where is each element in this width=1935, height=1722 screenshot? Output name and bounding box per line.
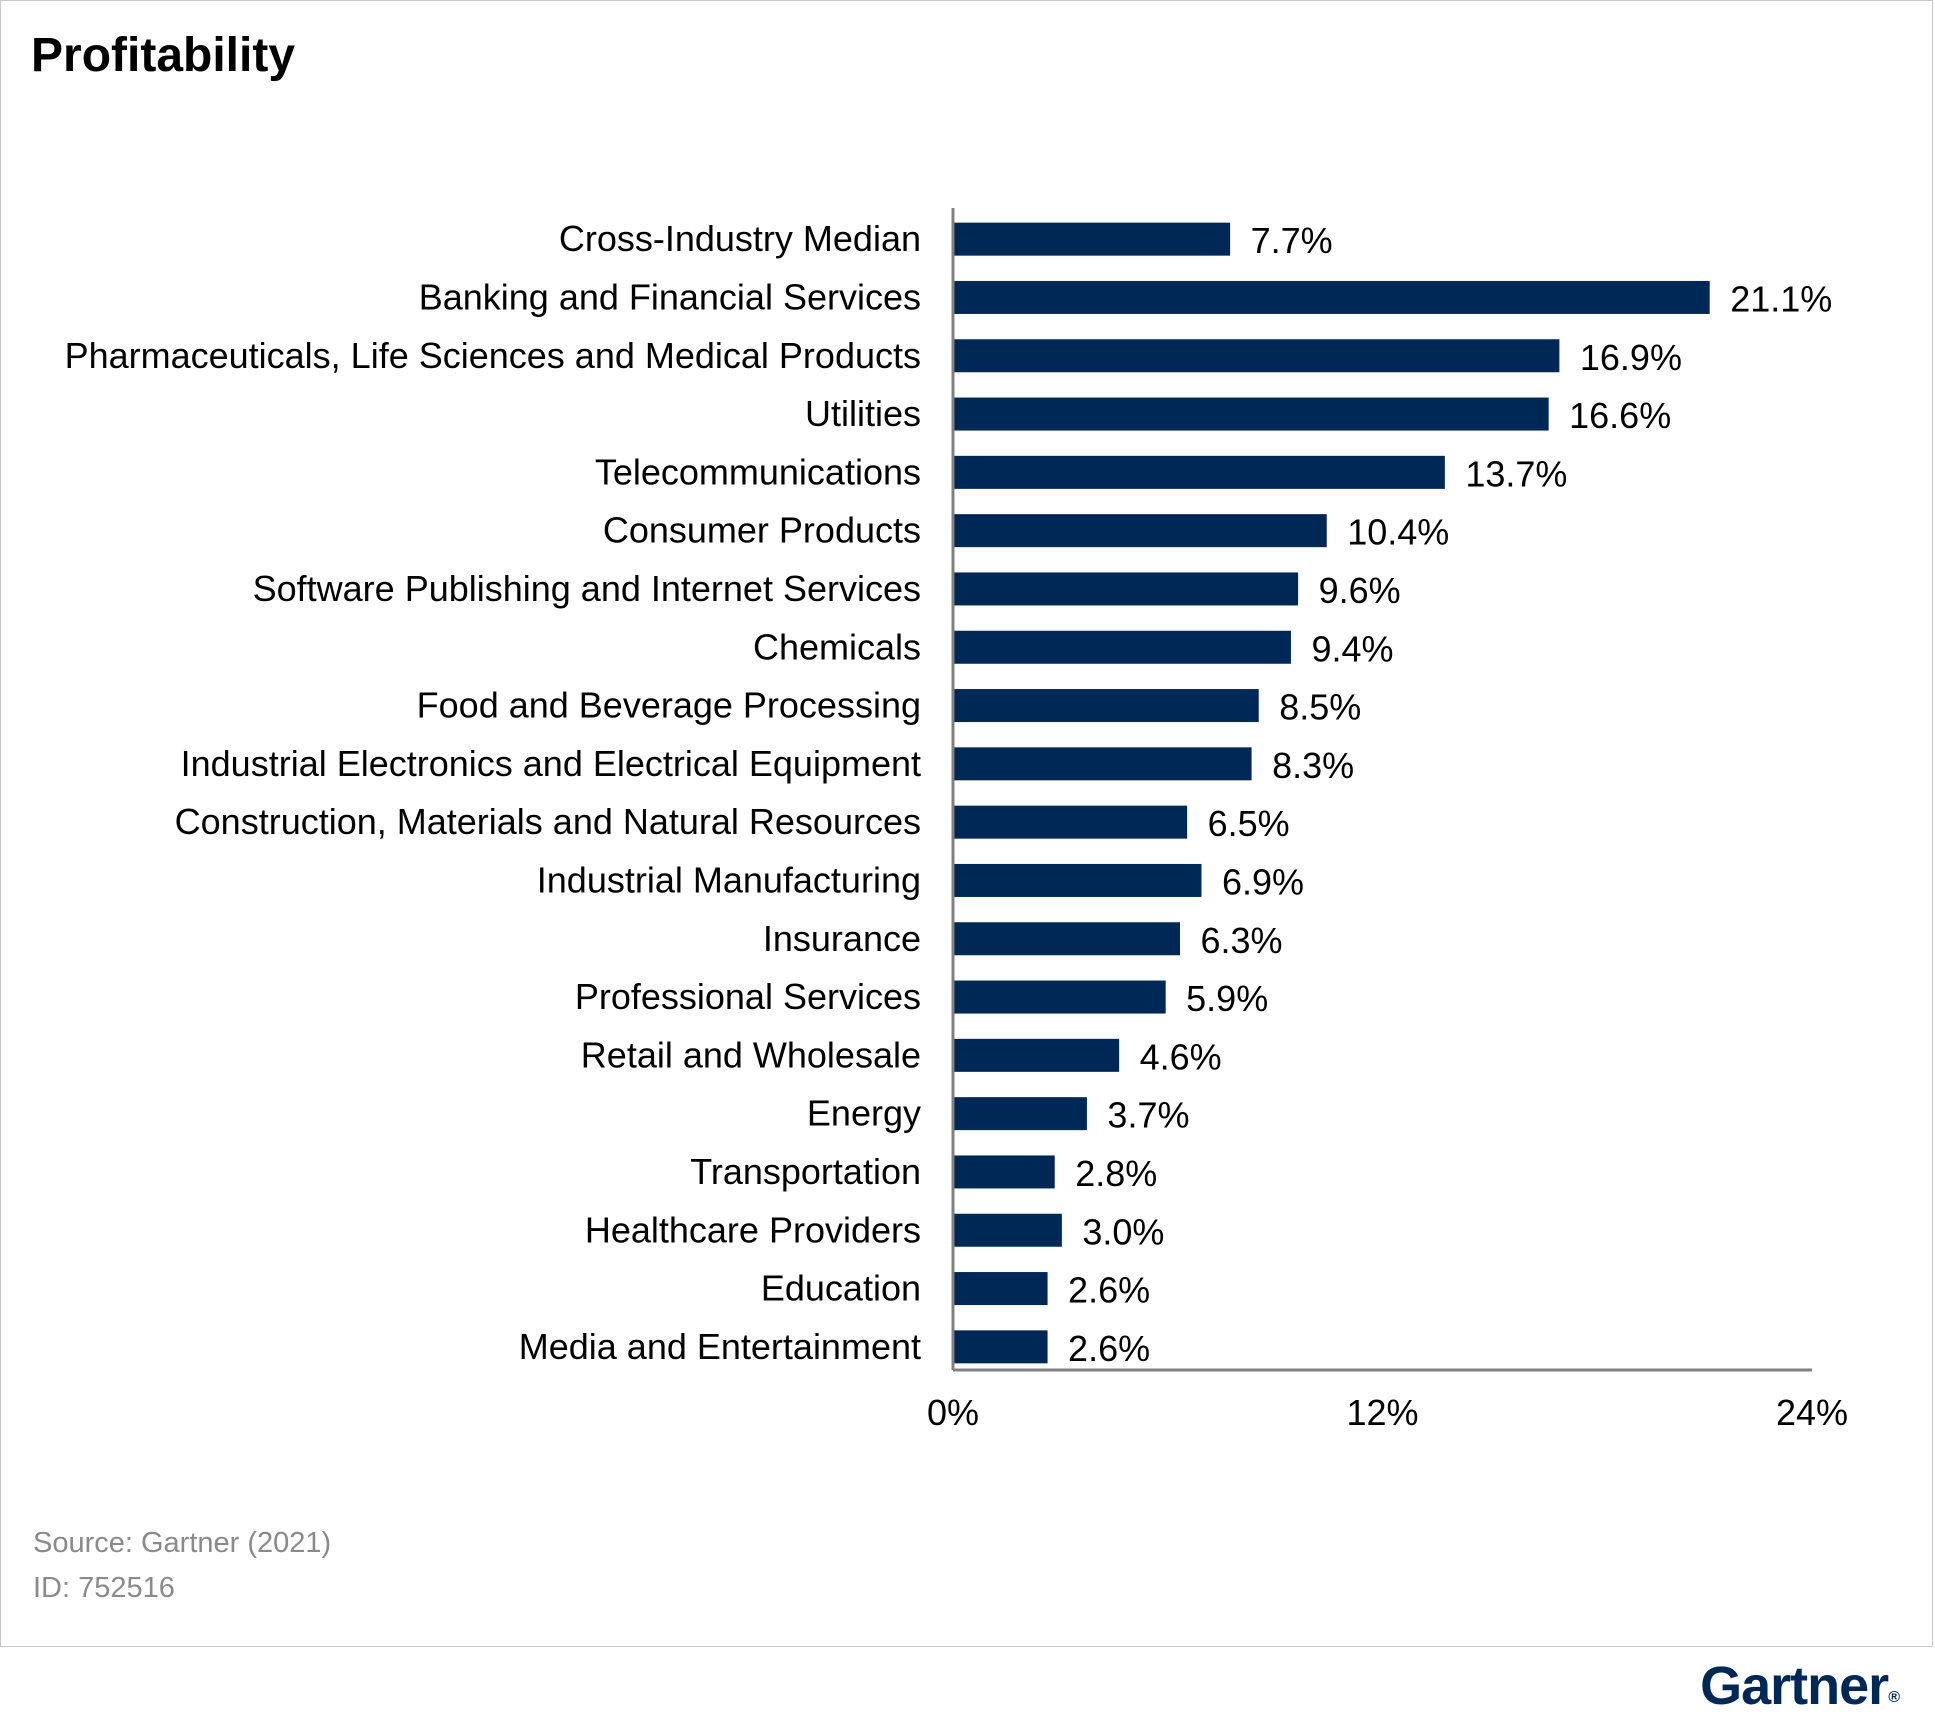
- chart-title: Profitability: [31, 29, 296, 82]
- bar-healthcare-providers: [954, 1213, 1062, 1247]
- value-label: 3.0%: [1082, 1211, 1164, 1252]
- category-label: Transportation: [690, 1151, 921, 1192]
- bar-food-and-beverage-processing: [954, 689, 1259, 723]
- category-label: Energy: [807, 1093, 921, 1134]
- value-label: 9.6%: [1319, 570, 1401, 611]
- category-label: Chemicals: [753, 626, 921, 667]
- x-tick-label: 0%: [927, 1392, 979, 1433]
- value-label: 6.5%: [1208, 803, 1290, 844]
- x-tick-label: 12%: [1346, 1392, 1418, 1433]
- value-labels: 7.7% 21.1% 16.9% 16.6%13.7% 10.4% 9.6% 9.4% 8.5…: [1068, 220, 1832, 1369]
- category-label: Utilities: [805, 393, 921, 434]
- bar-retail-and-wholesale: [954, 1038, 1120, 1072]
- brand-name: Gartner: [1700, 1656, 1889, 1716]
- category-label: Retail and Wholesale: [581, 1034, 921, 1075]
- category-label: Banking and Financial Services: [419, 276, 921, 317]
- category-label: Industrial Electronics and Electrical Eq…: [181, 743, 921, 784]
- value-label: 6.9%: [1222, 861, 1304, 902]
- value-label: 8.5%: [1279, 687, 1361, 728]
- bar-software-publishing-and-internet-services: [954, 572, 1299, 606]
- value-label: 2.8%: [1075, 1153, 1157, 1194]
- bar-utilities: [954, 397, 1549, 431]
- value-label: 7.7%: [1251, 220, 1333, 261]
- value-label: 2.6%: [1068, 1270, 1150, 1311]
- bar-telecommunications: [954, 455, 1445, 489]
- value-label: 9.4%: [1311, 628, 1393, 669]
- value-label: 16.6%: [1569, 395, 1671, 436]
- category-label: Consumer Products: [603, 510, 921, 551]
- bar-industrial-electronics-and-electrical-equipment: [954, 747, 1252, 781]
- category-label: Insurance: [763, 918, 921, 959]
- value-label: 10.4%: [1347, 512, 1449, 553]
- bar-chart: Cross-Industry Median Banking and Financi…: [65, 208, 1848, 1433]
- gartner-logo: Gartner®: [1700, 1655, 1900, 1717]
- category-label: Media and Entertainment: [519, 1326, 921, 1367]
- value-label: 16.9%: [1580, 337, 1682, 378]
- category-labels: Cross-Industry Median Banking and Financi…: [65, 218, 921, 1367]
- value-label: 21.1%: [1730, 278, 1832, 319]
- chart-id: ID: 752516: [33, 1572, 175, 1604]
- bar-professional-services: [954, 980, 1166, 1014]
- category-label: Food and Beverage Processing: [417, 685, 921, 726]
- value-label: 6.3%: [1200, 920, 1282, 961]
- category-label: Professional Services: [575, 976, 921, 1017]
- x-tick-labels: 0% 12% 24%: [927, 1392, 1848, 1433]
- category-label: Telecommunications: [595, 451, 921, 492]
- bar-cross-industry-median: [954, 222, 1231, 256]
- value-label: 2.6%: [1068, 1328, 1150, 1369]
- bar-consumer-products: [954, 514, 1327, 548]
- source-note: Source: Gartner (2021): [33, 1527, 332, 1559]
- bar-industrial-manufacturing: [954, 863, 1202, 897]
- bar-education: [954, 1272, 1048, 1306]
- bar-energy: [954, 1097, 1087, 1131]
- bar-chemicals: [954, 630, 1291, 664]
- value-label: 13.7%: [1465, 453, 1567, 494]
- bars-layer: [954, 222, 1710, 1364]
- value-label: 8.3%: [1272, 745, 1354, 786]
- bar-insurance: [954, 922, 1180, 956]
- category-label: Healthcare Providers: [585, 1209, 921, 1250]
- registered-mark: ®: [1888, 1689, 1900, 1706]
- bar-media-and-entertainment: [954, 1330, 1048, 1364]
- value-label: 3.7%: [1107, 1095, 1189, 1136]
- bar-transportation: [954, 1155, 1055, 1189]
- value-label: 4.6%: [1140, 1036, 1222, 1077]
- x-tick-label: 24%: [1776, 1392, 1848, 1433]
- category-label: Pharmaceuticals, Life Sciences and Medic…: [65, 335, 921, 376]
- category-label: Construction, Materials and Natural Reso…: [175, 801, 921, 842]
- bar-banking-and-financial-services: [954, 280, 1710, 314]
- bar-construction-materials-and-natural-resources: [954, 805, 1188, 839]
- value-label: 5.9%: [1186, 978, 1268, 1019]
- category-label: Industrial Manufacturing: [537, 859, 921, 900]
- category-label: Software Publishing and Internet Service…: [253, 568, 921, 609]
- category-label: Cross-Industry Median: [559, 218, 921, 259]
- bar-pharmaceuticals-life-sciences-and-medical-products: [954, 339, 1560, 373]
- category-label: Education: [761, 1268, 921, 1309]
- chart-frame: [0, 0, 1933, 1647]
